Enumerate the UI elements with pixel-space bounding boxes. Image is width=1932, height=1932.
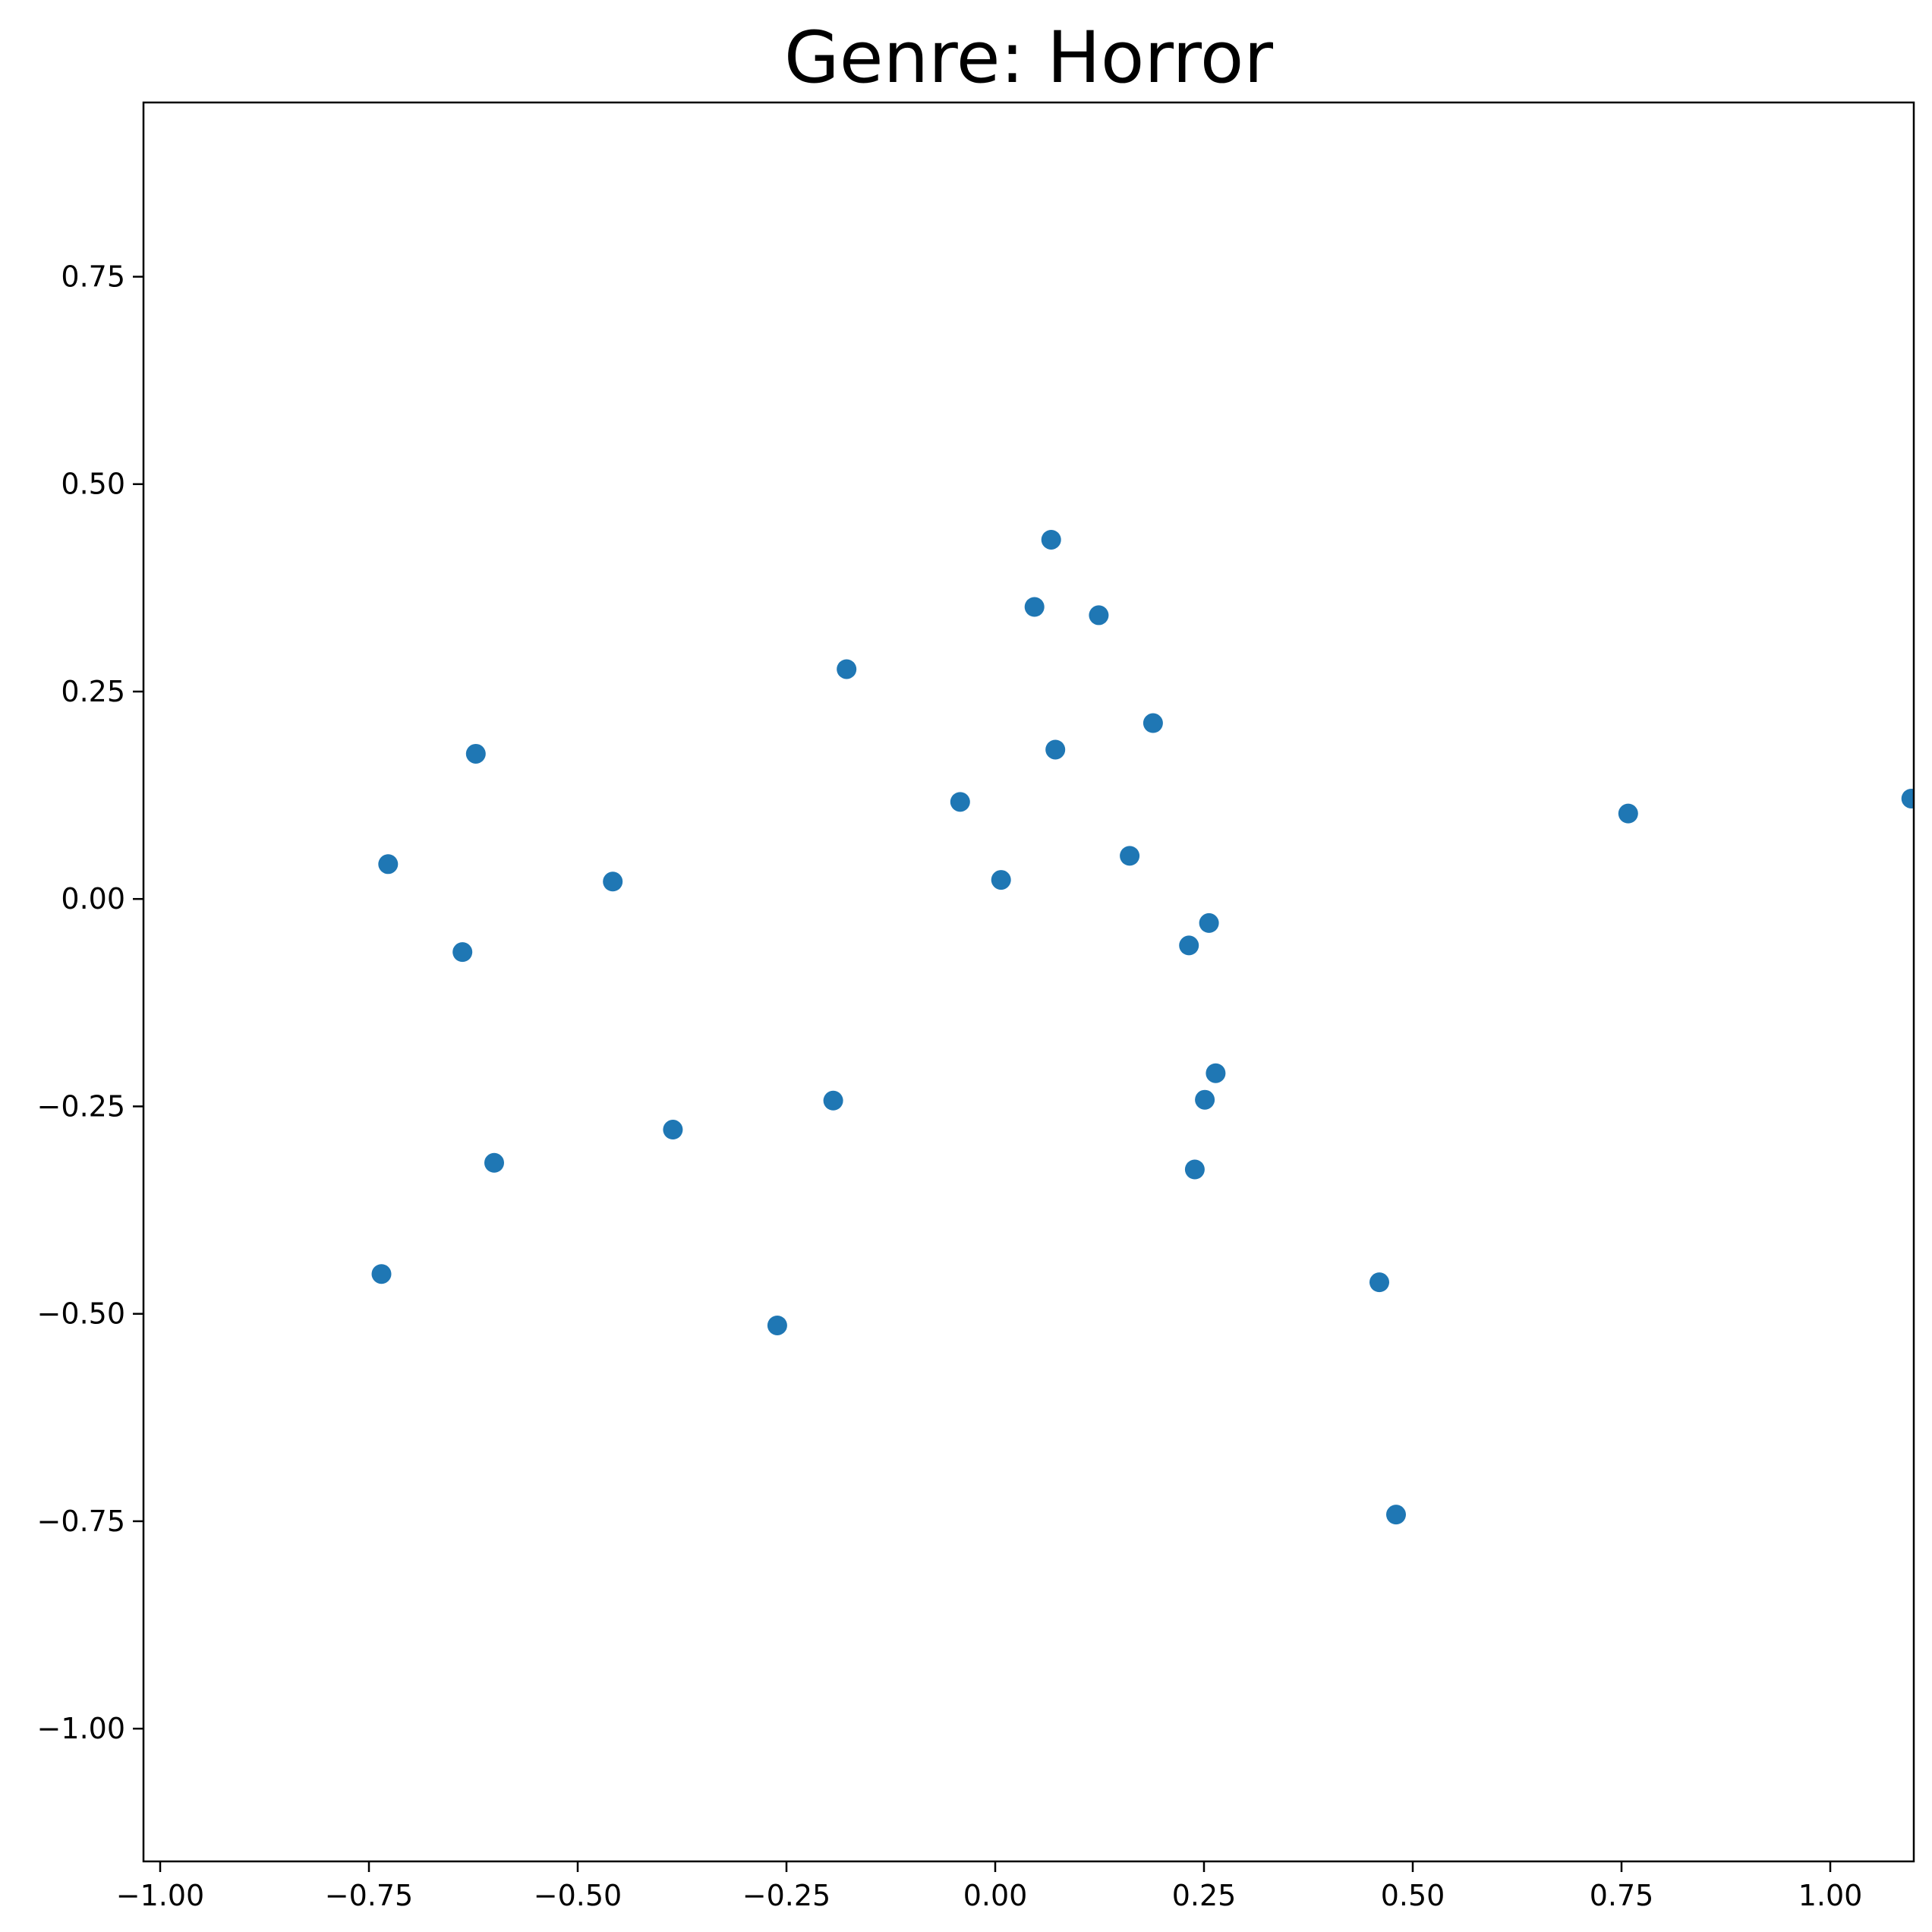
data-point: [1024, 597, 1045, 617]
x-tick-label: −0.25: [742, 1879, 830, 1912]
y-tick-label: −0.50: [37, 1297, 125, 1331]
data-point: [1089, 605, 1109, 626]
data-point: [1041, 529, 1061, 550]
data-point: [1618, 803, 1638, 824]
data-point: [1120, 846, 1140, 866]
data-point: [452, 942, 473, 963]
data-point: [378, 854, 399, 875]
y-tick-label: −0.25: [37, 1089, 125, 1123]
data-point: [1199, 912, 1219, 933]
data-point: [767, 1315, 787, 1335]
data-point: [1195, 1089, 1215, 1110]
y-tick-label: 0.25: [61, 675, 125, 708]
x-tick-label: 1.00: [1798, 1879, 1863, 1912]
data-point: [837, 659, 857, 679]
data-point: [484, 1152, 504, 1173]
x-tick-label: −1.00: [116, 1879, 204, 1912]
y-tick-label: 0.50: [61, 468, 125, 501]
x-tick-label: −0.50: [534, 1879, 622, 1912]
data-point: [465, 743, 486, 764]
data-point: [1206, 1063, 1226, 1083]
x-axis: −1.00 −0.75 −0.50 −0.25 0.00 0.25 0.50 0.75 1.00: [116, 1861, 1863, 1912]
data-point: [1184, 1159, 1205, 1180]
data-points: [371, 529, 1914, 1525]
data-point: [1369, 1272, 1389, 1293]
data-point: [371, 1264, 392, 1284]
x-tick-label: −0.75: [325, 1879, 413, 1912]
data-point: [823, 1090, 843, 1111]
data-point: [1901, 788, 1914, 808]
data-point: [1386, 1505, 1406, 1525]
chart-title: Genre: Horror: [784, 17, 1273, 99]
x-tick-label: 0.00: [963, 1879, 1028, 1912]
y-axis: 0.75 0.50 0.25 0.00 −0.25 −0.50 −0.75 −1.00: [37, 260, 143, 1745]
y-tick-label: 0.00: [61, 882, 125, 916]
y-tick-label: 0.75: [61, 260, 125, 294]
data-point: [1142, 713, 1163, 733]
x-tick-label: 0.25: [1172, 1879, 1237, 1912]
data-point: [1179, 935, 1199, 956]
data-point: [1045, 739, 1066, 760]
data-point: [991, 870, 1011, 890]
y-tick-label: −0.75: [37, 1505, 125, 1538]
y-tick-label: −1.00: [37, 1712, 125, 1745]
data-point: [663, 1120, 683, 1140]
x-tick-label: 0.50: [1381, 1879, 1445, 1912]
x-tick-label: 0.75: [1590, 1879, 1654, 1912]
data-point: [603, 871, 623, 892]
data-point: [950, 792, 970, 812]
plot-area-frame: [142, 101, 1915, 1863]
